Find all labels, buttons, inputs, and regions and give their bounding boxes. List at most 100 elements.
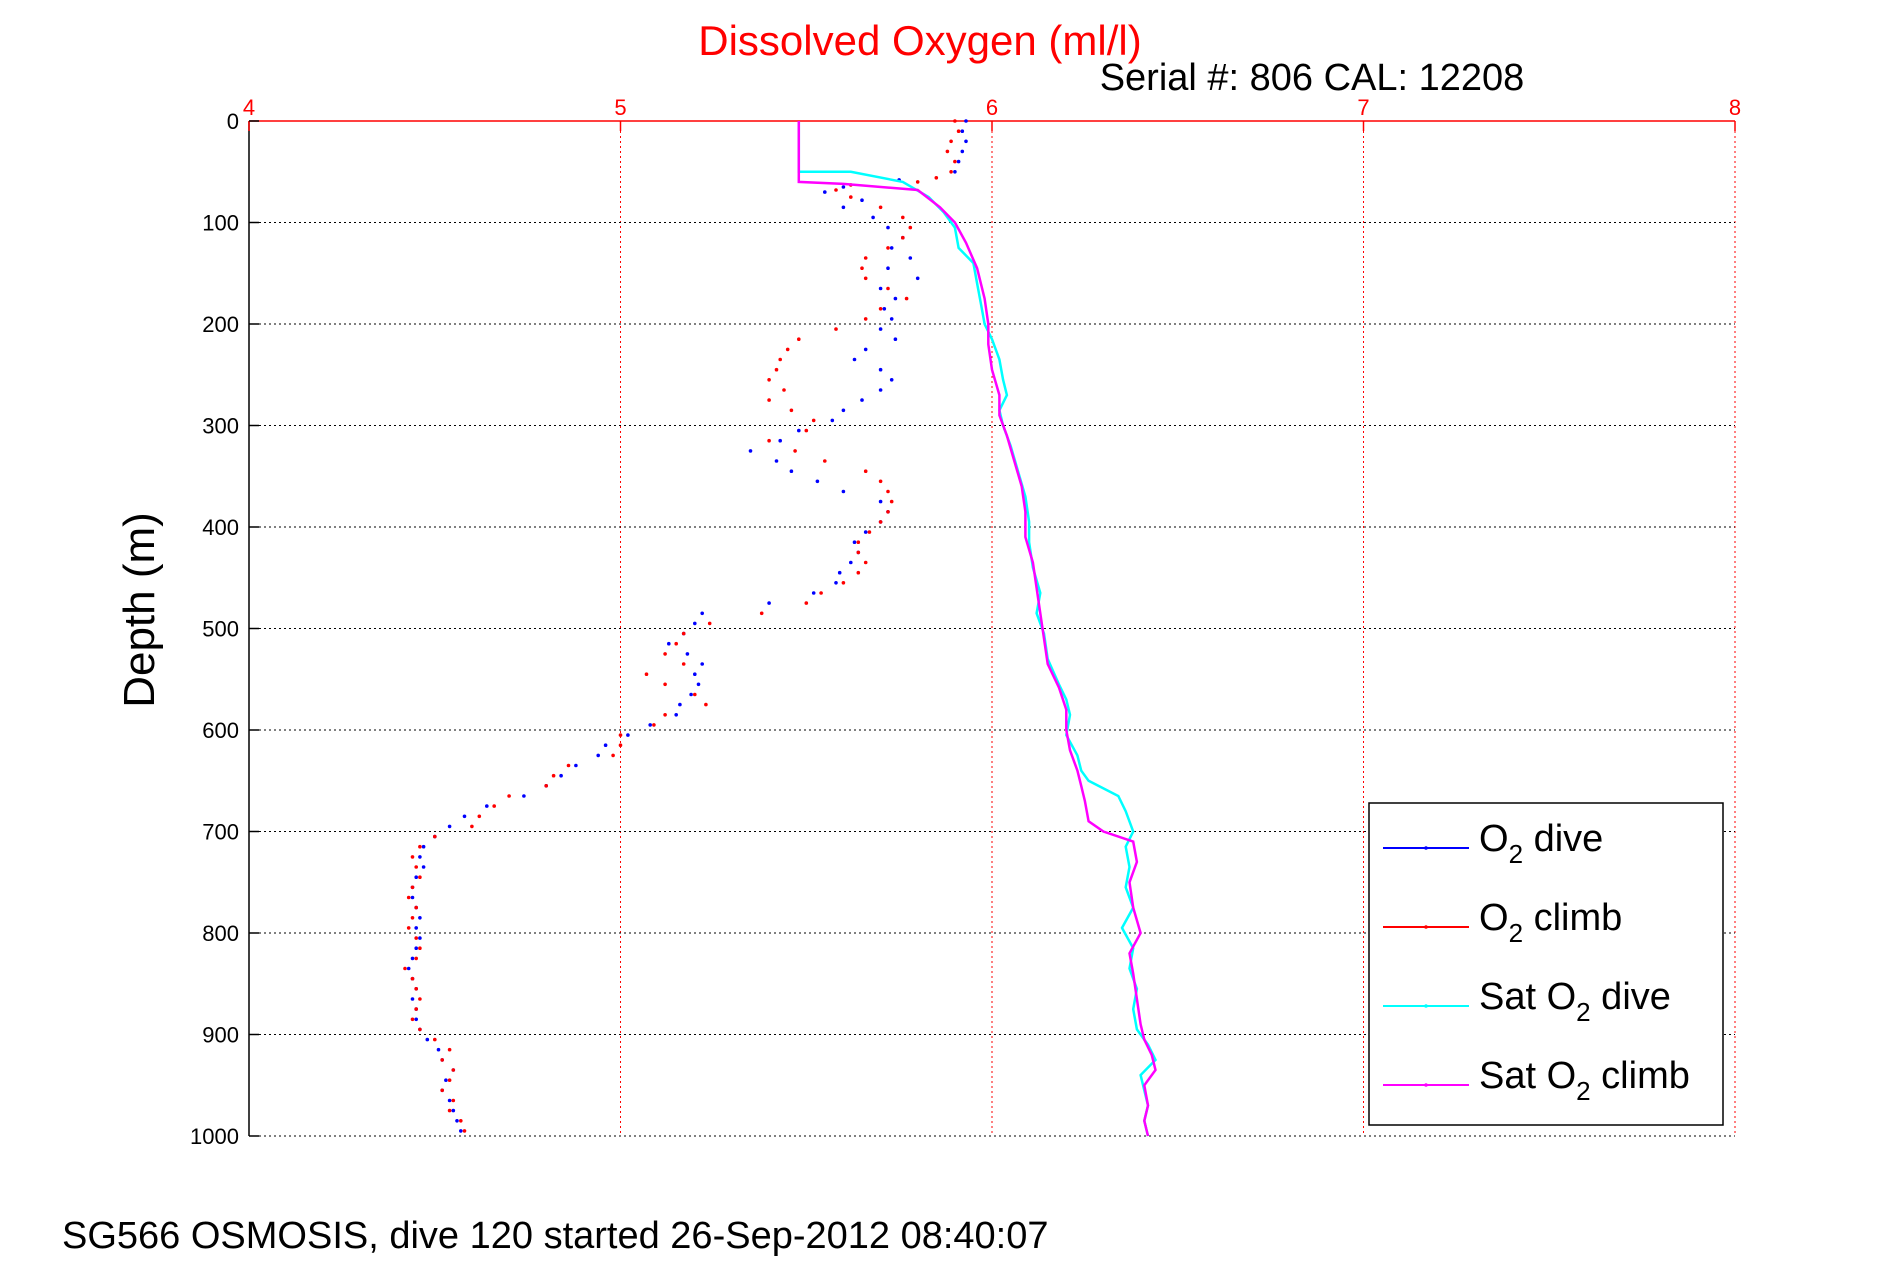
y-tick-labels: 0 100 200 300 400 500 600 700 800 900 1000 <box>190 109 239 1149</box>
x-tick-label: 7 <box>1357 95 1369 120</box>
point-o2_climb <box>797 337 801 342</box>
point-o2_dive <box>485 804 489 808</box>
point-o2_climb <box>414 865 419 869</box>
point-o2_climb <box>418 946 422 950</box>
point-o2_dive <box>956 159 961 164</box>
point-o2_climb <box>774 367 779 372</box>
point-o2_dive <box>889 378 894 382</box>
point-o2_dive <box>447 824 452 829</box>
point-o2_climb <box>418 1027 422 1032</box>
point-o2_dive <box>693 672 697 676</box>
point-o2_climb <box>433 1037 437 1042</box>
point-o2_climb <box>856 570 861 575</box>
point-o2_dive <box>778 438 782 443</box>
point-o2_climb <box>410 916 415 920</box>
point-o2_dive <box>748 449 753 453</box>
legend-item-o2_climb: O2 climb <box>1383 897 1622 948</box>
point-o2_climb <box>782 388 786 392</box>
point-o2_dive <box>447 1098 452 1103</box>
point-o2_climb <box>778 357 782 362</box>
point-o2_climb <box>477 814 482 819</box>
point-o2_climb <box>856 540 861 544</box>
point-o2_climb <box>841 581 846 585</box>
point-o2_dive <box>410 895 415 900</box>
point-o2_climb <box>934 176 939 180</box>
legend-item-sat_climb: Sat O2 climb <box>1383 1055 1690 1106</box>
point-o2_dive <box>841 205 846 210</box>
y-tick-label: 800 <box>202 921 239 946</box>
point-o2_climb <box>406 895 411 900</box>
point-o2_climb <box>849 195 853 199</box>
point-o2_dive <box>418 936 422 940</box>
point-o2_dive <box>878 499 883 504</box>
point-o2_climb <box>953 159 957 164</box>
point-o2_climb <box>414 1007 419 1011</box>
y-tick-label: 400 <box>202 515 239 540</box>
point-o2_climb <box>860 266 864 271</box>
point-o2_dive <box>841 408 846 413</box>
point-o2_climb <box>459 1119 463 1123</box>
point-o2_climb <box>867 530 872 534</box>
point-o2_dive <box>700 611 704 616</box>
point-o2_dive <box>878 388 883 392</box>
point-o2_dive <box>418 855 422 859</box>
point-o2_climb <box>901 215 905 220</box>
point-o2_climb <box>767 438 771 443</box>
point-o2_dive <box>960 129 965 133</box>
point-o2_dive <box>871 215 875 220</box>
point-o2_dive <box>964 139 968 144</box>
point-o2_climb <box>618 743 623 747</box>
point-o2_climb <box>878 205 883 210</box>
point-o2_climb <box>886 246 890 250</box>
point-o2_dive <box>414 926 419 930</box>
legend-item-sat_dive: Sat O2 dive <box>1383 976 1671 1027</box>
point-o2_climb <box>889 499 894 504</box>
point-o2_climb <box>551 773 556 778</box>
point-o2_climb <box>451 1098 456 1103</box>
point-o2_climb <box>406 926 411 930</box>
point-o2_dive <box>626 733 630 737</box>
serial-annotation: Serial #: 806 CAL: 12208 <box>1100 57 1525 99</box>
point-o2_dive <box>693 621 697 626</box>
point-o2_climb <box>949 170 953 174</box>
y-tick-label: 1000 <box>190 1124 239 1149</box>
point-o2_dive <box>852 357 857 362</box>
y-tick-label: 700 <box>202 820 239 845</box>
series-o2_climb <box>403 119 961 1133</box>
dive-info-footer: SG566 OSMOSIS, dive 120 started 26-Sep-2… <box>62 1215 1049 1257</box>
point-o2_climb <box>492 804 497 808</box>
point-o2_climb <box>759 611 764 616</box>
point-o2_climb <box>440 1088 445 1093</box>
point-o2_climb <box>789 408 794 413</box>
point-o2_climb <box>915 180 920 184</box>
legend-marker-sat_dive <box>1424 1004 1428 1008</box>
point-o2_climb <box>863 256 868 260</box>
point-o2_climb <box>863 276 868 281</box>
point-o2_dive <box>830 418 835 423</box>
point-o2_dive <box>815 479 820 484</box>
point-o2_dive <box>462 814 467 819</box>
point-o2_climb <box>856 550 861 555</box>
point-o2_dive <box>678 702 682 707</box>
point-o2_climb <box>410 976 415 981</box>
point-o2_climb <box>863 317 868 321</box>
series-sat_climb <box>797 121 1157 1137</box>
point-o2_dive <box>774 459 779 463</box>
point-o2_dive <box>834 581 838 585</box>
point-o2_dive <box>953 170 957 174</box>
point-o2_climb <box>834 327 838 331</box>
point-o2_climb <box>693 692 697 697</box>
point-o2_climb <box>447 1047 452 1052</box>
point-o2_dive <box>436 1047 441 1052</box>
point-o2_climb <box>767 398 771 402</box>
point-o2_climb <box>644 672 649 676</box>
y-tick-label: 600 <box>202 718 239 743</box>
point-o2_dive <box>559 773 563 778</box>
point-o2_dive <box>889 317 894 321</box>
point-o2_climb <box>878 520 883 524</box>
point-o2_climb <box>410 855 415 859</box>
x-tick-labels: 4 5 6 7 8 <box>243 95 1741 120</box>
point-o2_dive <box>767 601 771 605</box>
point-o2_climb <box>878 307 883 311</box>
point-o2_climb <box>418 844 422 849</box>
